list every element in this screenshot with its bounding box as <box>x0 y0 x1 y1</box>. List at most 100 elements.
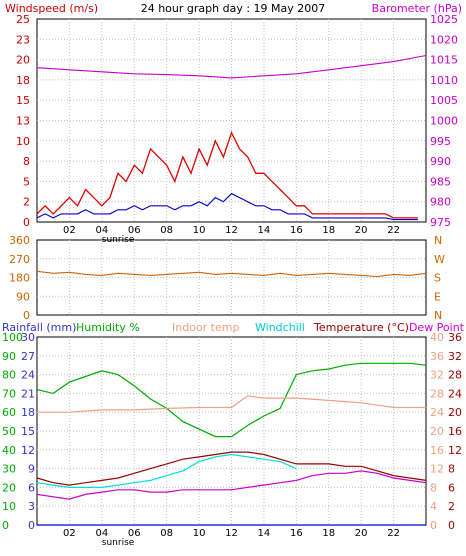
temperature-right-tick-2: 6 <box>448 481 455 494</box>
barometer-right-tick-7: 1010 <box>430 74 458 87</box>
wind-left-tick-8: 20 <box>16 54 30 67</box>
wind-xtick-08: 08 <box>160 225 173 236</box>
barometer-right-tick-2: 985 <box>430 175 451 188</box>
temperature-right-tick-6: 20 <box>448 406 462 419</box>
dir-compass-tick-2: S <box>434 272 441 285</box>
dir-left-tick-4: 360 <box>9 234 30 247</box>
temp-xtick-14: 14 <box>258 528 271 539</box>
indoor-right-tick-10: 40 <box>430 331 444 344</box>
dir-compass-tick-3: W <box>434 253 445 266</box>
barometer-right-tick-8: 1015 <box>430 54 458 67</box>
rainfall-left-tick-1: 3 <box>28 500 35 513</box>
indoor-right-tick-5: 20 <box>430 425 444 438</box>
wind-xtick-16: 16 <box>290 225 303 236</box>
wind-series-average <box>36 192 418 221</box>
temperature-right-tick-8: 28 <box>448 369 462 382</box>
temp-series-windchill <box>36 453 297 488</box>
indoor-right-tick-1: 4 <box>430 500 437 513</box>
barometer-right-tick-1: 980 <box>430 196 451 209</box>
temp-xtick-02: 02 <box>63 528 76 539</box>
humidity-left-tick-1: 10 <box>2 500 16 513</box>
temperature-right-tick-1: 2 <box>448 500 455 513</box>
wind-xtick-10: 10 <box>193 225 206 236</box>
wind-left-tick-2: 5 <box>23 175 30 188</box>
rainfall-left-tick-4: 12 <box>21 444 35 457</box>
temperature-right-tick-10: 36 <box>448 331 462 344</box>
temp-series-dewpoint <box>36 470 427 500</box>
indoor-right-tick-8: 32 <box>430 369 444 382</box>
temp-xtick-18: 18 <box>322 528 335 539</box>
rainfall-left-tick-3: 9 <box>28 463 35 476</box>
wind-series-barometer <box>36 54 427 79</box>
wind-left-tick-0: 0 <box>23 216 30 229</box>
wind-left-tick-10: 25 <box>16 13 30 26</box>
humidity-left-tick-10: 100 <box>2 331 23 344</box>
humidity-left-tick-0: 0 <box>2 519 9 532</box>
wind-xtick-22: 22 <box>387 225 400 236</box>
temperature-right-tick-3: 8 <box>448 463 455 476</box>
wind-xtick-04: 04 <box>95 225 108 236</box>
temperature-right-tick-5: 16 <box>448 425 462 438</box>
indoor-right-tick-2: 8 <box>430 481 437 494</box>
rainfall-left-tick-9: 27 <box>21 350 35 363</box>
indoor-right-tick-3: 12 <box>430 463 444 476</box>
rainfall-left-tick-6: 18 <box>21 406 35 419</box>
rainfall-left-tick-10: 30 <box>21 331 35 344</box>
barometer-right-tick-0: 975 <box>430 216 451 229</box>
wind-xtick-02: 02 <box>63 225 76 236</box>
rainfall-left-tick-2: 6 <box>28 481 35 494</box>
indoor-right-tick-9: 36 <box>430 350 444 363</box>
wind-left-tick-9: 23 <box>16 33 30 46</box>
dir-left-tick-0: 0 <box>23 309 30 322</box>
indoor-right-tick-4: 16 <box>430 444 444 457</box>
legend-indoor: Indoor temp <box>172 321 239 334</box>
barometer-right-tick-9: 1020 <box>430 33 458 46</box>
legend-windchill: Windchill <box>255 321 305 334</box>
dir-compass-tick-1: E <box>434 290 441 303</box>
barometer-axis-title: Barometer (hPa) <box>372 2 462 15</box>
dir-compass-tick-0: N <box>434 309 442 322</box>
temperature-right-tick-4: 12 <box>448 444 462 457</box>
temperature-right-tick-7: 24 <box>448 387 462 400</box>
temp-series-indoor <box>37 395 426 413</box>
legend-rainfall: Rainfall (mm) <box>2 321 76 334</box>
wind-xtick-06: 06 <box>128 225 141 236</box>
legend-dewpoint: Dew Point <box>409 321 465 334</box>
data-series <box>36 54 427 526</box>
wind-left-tick-4: 10 <box>16 135 30 148</box>
rainfall-left-tick-0: 0 <box>28 519 35 532</box>
humidity-left-tick-6: 60 <box>2 406 16 419</box>
temp-xtick-20: 20 <box>355 528 368 539</box>
temp-xtick-12: 12 <box>225 528 238 539</box>
graph-title: 24 hour graph day : 19 May 2007 <box>141 2 326 15</box>
temp-series-temperature <box>36 451 427 486</box>
temp-xtick-08: 08 <box>160 528 173 539</box>
temp-xtick-22: 22 <box>387 528 400 539</box>
rainfall-left-tick-5: 15 <box>21 425 35 438</box>
wind-xtick-14: 14 <box>258 225 271 236</box>
wind-left-tick-1: 2 <box>23 196 30 209</box>
rainfall-left-tick-7: 21 <box>21 387 35 400</box>
humidity-left-tick-3: 30 <box>2 463 16 476</box>
barometer-right-tick-4: 995 <box>430 135 451 148</box>
wind-xtick-12: 12 <box>225 225 238 236</box>
humidity-left-tick-4: 40 <box>2 444 16 457</box>
legend-humidity: Humidity % <box>76 321 140 334</box>
wind-xtick-20: 20 <box>355 225 368 236</box>
indoor-right-tick-7: 28 <box>430 387 444 400</box>
humidity-left-tick-9: 90 <box>2 350 16 363</box>
temperature-right-tick-0: 0 <box>448 519 455 532</box>
humidity-left-tick-2: 20 <box>2 481 16 494</box>
dir-compass-tick-4: N <box>434 234 442 247</box>
grid-lines <box>37 19 426 525</box>
dir-left-tick-3: 270 <box>9 253 30 266</box>
wind-series-gust <box>36 131 418 219</box>
legend-temperature: Temperature (°C) <box>313 321 409 334</box>
wind-left-tick-5: 13 <box>16 115 30 128</box>
rainfall-left-tick-8: 24 <box>21 369 35 382</box>
temp-xtick-06: 06 <box>128 528 141 539</box>
barometer-right-tick-3: 990 <box>430 155 451 168</box>
temperature-right-tick-9: 32 <box>448 350 462 363</box>
wind-left-tick-7: 18 <box>16 74 30 87</box>
